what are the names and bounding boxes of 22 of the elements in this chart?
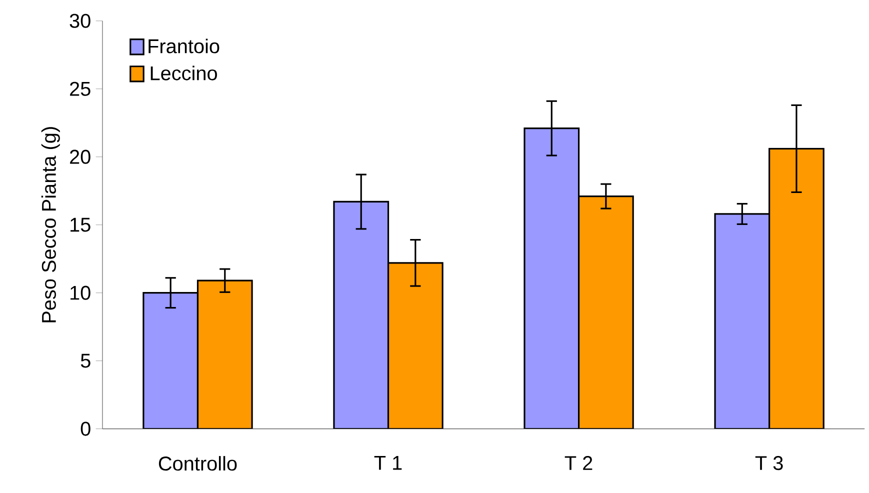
y-tick-label: 0 (80, 422, 90, 436)
y-tick-label: 5 (80, 354, 90, 368)
y-tick-label: 30 (70, 14, 90, 28)
y-tick-label: 10 (70, 286, 90, 300)
bar (333, 200, 390, 429)
bar (524, 127, 580, 429)
y-axis-title: Peso Secco Pianta (g) (41, 126, 60, 322)
bar (578, 195, 634, 429)
bar (196, 280, 253, 429)
legend-label: Frantoio (148, 38, 220, 54)
y-tick-label: 20 (70, 150, 90, 164)
bar (142, 292, 199, 429)
bar (387, 262, 444, 429)
y-tick-label: 25 (70, 82, 90, 96)
x-tick-label: T 3 (755, 456, 783, 470)
x-tick-label: T 2 (564, 456, 592, 470)
x-tick-label: Controllo (158, 456, 237, 470)
legend-label: Leccino (150, 65, 217, 80)
bar (768, 148, 824, 429)
x-tick-label: T 1 (374, 456, 402, 470)
bar (714, 212, 770, 429)
y-tick-label: 15 (70, 218, 90, 232)
